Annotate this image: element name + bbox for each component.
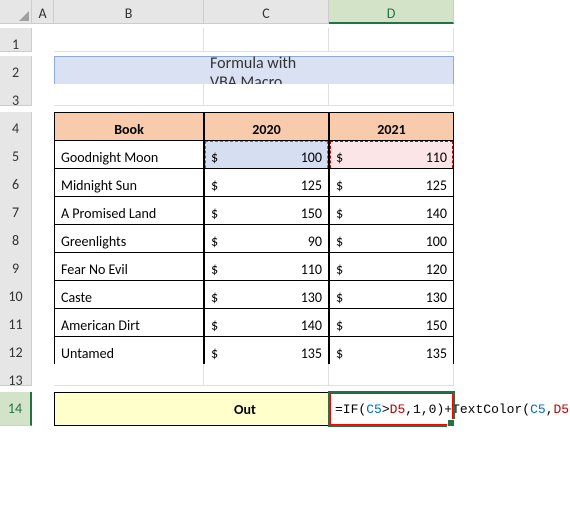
currency-symbol: $ bbox=[211, 233, 222, 250]
cell-a1[interactable] bbox=[32, 28, 54, 52]
formula-ref-d5: D5 bbox=[390, 402, 406, 417]
formula-part: ,1,0)+TextColor( bbox=[405, 402, 530, 417]
row-header-3[interactable]: 3 bbox=[0, 84, 32, 106]
currency-symbol: $ bbox=[336, 317, 347, 334]
cell-value: 130 bbox=[347, 289, 447, 306]
cell-d13[interactable] bbox=[329, 364, 454, 386]
cell-b3[interactable] bbox=[54, 84, 204, 106]
cell-value: 140 bbox=[222, 317, 322, 334]
currency-symbol: $ bbox=[211, 205, 222, 222]
currency-symbol: $ bbox=[336, 233, 347, 250]
row-header-14[interactable]: 14 bbox=[0, 392, 32, 426]
cell-a3[interactable] bbox=[32, 84, 54, 106]
select-all-corner[interactable] bbox=[0, 0, 32, 24]
cell-value: 130 bbox=[222, 289, 322, 306]
cell-value: 120 bbox=[347, 261, 447, 278]
cell-d3[interactable] bbox=[329, 84, 454, 106]
cell-value: 135 bbox=[222, 345, 322, 362]
formula-ref-c5: C5 bbox=[530, 402, 546, 417]
cell-a14[interactable] bbox=[32, 392, 54, 426]
cell-value: 125 bbox=[347, 177, 447, 194]
out-label-cell[interactable] bbox=[54, 392, 204, 426]
cell-c1[interactable] bbox=[204, 28, 329, 52]
cell-value: 125 bbox=[222, 177, 322, 194]
cell-d1[interactable] bbox=[329, 28, 454, 52]
formula-ref-d5: D5 bbox=[554, 402, 570, 417]
cell-value: 110 bbox=[222, 261, 322, 278]
currency-symbol: $ bbox=[336, 289, 347, 306]
currency-symbol: $ bbox=[211, 345, 222, 362]
cell-value: 140 bbox=[347, 205, 447, 222]
cell-value: 135 bbox=[347, 345, 447, 362]
currency-symbol: $ bbox=[211, 289, 222, 306]
currency-symbol: $ bbox=[336, 149, 347, 166]
spreadsheet-grid[interactable]: A B C D 1 2 Formula with VBA Macro 3 4 B… bbox=[0, 0, 570, 420]
currency-symbol: $ bbox=[211, 177, 222, 194]
currency-symbol: $ bbox=[211, 149, 222, 166]
currency-symbol: $ bbox=[336, 261, 347, 278]
formula-part: =IF( bbox=[335, 402, 366, 417]
formula-part: , bbox=[546, 402, 554, 417]
row-header-1[interactable]: 1 bbox=[0, 28, 32, 52]
cell-value: 150 bbox=[347, 317, 447, 334]
col-header-d[interactable]: D bbox=[329, 0, 454, 24]
currency-symbol: $ bbox=[211, 317, 222, 334]
cell-value: 90 bbox=[222, 233, 322, 250]
currency-symbol: $ bbox=[336, 345, 347, 362]
currency-symbol: $ bbox=[336, 177, 347, 194]
col-header-c[interactable]: C bbox=[204, 0, 329, 24]
cell-b1[interactable] bbox=[54, 28, 204, 52]
currency-symbol: $ bbox=[336, 205, 347, 222]
currency-symbol: $ bbox=[211, 261, 222, 278]
out-label-cell[interactable]: Out bbox=[204, 392, 329, 426]
col-header-a[interactable]: A bbox=[32, 0, 54, 24]
cell-value: 150 bbox=[222, 205, 322, 222]
cell-a13[interactable] bbox=[32, 364, 54, 386]
cell-value: 100 bbox=[347, 233, 447, 250]
formula-part: > bbox=[382, 402, 390, 417]
cell-c13[interactable] bbox=[204, 364, 329, 386]
cell-value: 100 bbox=[222, 149, 322, 166]
cell-c3[interactable] bbox=[204, 84, 329, 106]
formula-cell-d14[interactable]: =IF(C5>D5,1,0)+TextColor(C5,D5) bbox=[329, 392, 454, 426]
row-header-13[interactable]: 13 bbox=[0, 364, 32, 386]
formula-ref-c5: C5 bbox=[366, 402, 382, 417]
cell-b13[interactable] bbox=[54, 364, 204, 386]
col-header-b[interactable]: B bbox=[54, 0, 204, 24]
cell-value: 110 bbox=[347, 149, 447, 166]
